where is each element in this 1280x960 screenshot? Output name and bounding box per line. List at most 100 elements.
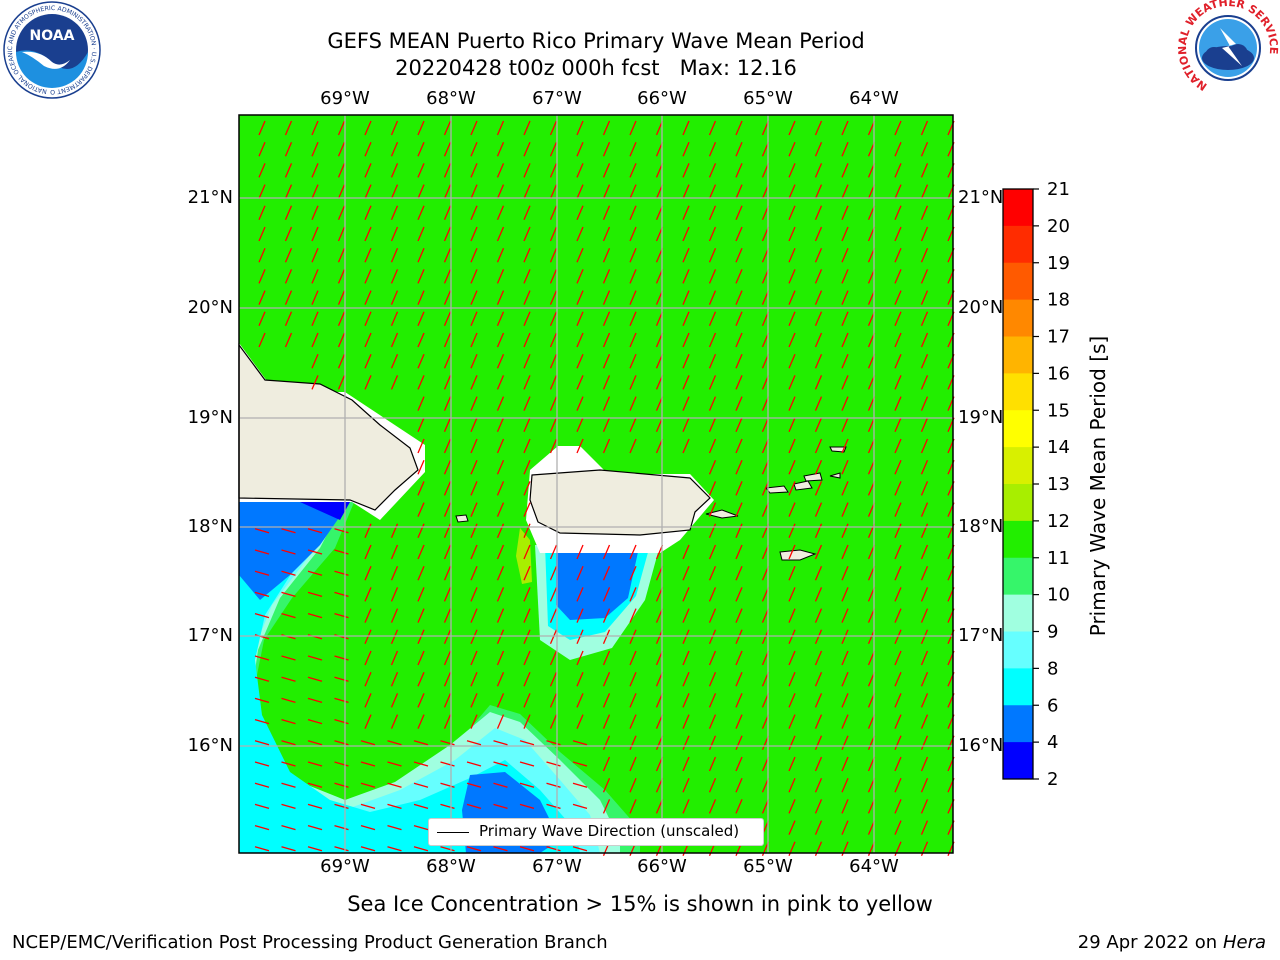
- wave-direction-arrow: [602, 247, 611, 263]
- wave-direction-arrow: [523, 693, 531, 708]
- wave-direction-arrow: [841, 756, 849, 772]
- wave-direction-arrow: [549, 671, 558, 687]
- wave-direction-arrow: [788, 438, 796, 454]
- wave-direction-arrow: [470, 565, 478, 581]
- wave-direction-arrow: [443, 523, 452, 539]
- wave-direction-arrow: [466, 761, 482, 767]
- wave-direction-arrow: [708, 332, 717, 348]
- wave-direction-arrow: [920, 693, 929, 708]
- wave-direction-arrow: [417, 459, 425, 475]
- colorbar-tick-label: 13: [1047, 474, 1070, 495]
- wave-direction-arrow: [894, 629, 902, 645]
- wave-direction-arrow: [307, 612, 323, 619]
- wave-direction-arrow: [708, 396, 717, 411]
- chart-subtitle: 20220428 t00z 000h fcst Max: 12.16: [395, 56, 797, 80]
- wave-direction-arrow: [470, 375, 478, 390]
- wave-direction-arrow: [443, 353, 452, 369]
- wave-direction-arrow: [708, 650, 717, 666]
- colorbar-tick-label: 11: [1047, 548, 1070, 569]
- wave-direction-arrow: [470, 523, 478, 539]
- wave-direction-arrow: [311, 184, 319, 199]
- colorbar-swatch: [1003, 594, 1033, 632]
- wave-direction-arrow: [337, 247, 346, 263]
- wave-direction-arrow: [814, 120, 823, 136]
- wave-direction-arrow: [602, 693, 611, 708]
- wave-direction-arrow: [364, 353, 372, 369]
- wave-direction-arrow: [496, 544, 505, 560]
- wave-direction-arrow: [337, 290, 346, 305]
- wave-direction-arrow: [334, 570, 349, 576]
- wave-direction-arrow: [443, 417, 452, 433]
- wave-direction-arrow: [281, 824, 296, 831]
- wave-direction-arrow: [360, 803, 376, 810]
- wave-direction-arrow: [523, 438, 531, 454]
- wave-direction-arrow: [682, 756, 690, 772]
- wave-direction-arrow: [920, 799, 929, 814]
- wave-direction-arrow: [470, 544, 478, 560]
- wave-direction-arrow: [894, 332, 902, 348]
- wave-direction-arrow: [470, 396, 478, 411]
- wave-direction-arrow: [496, 247, 505, 263]
- wave-direction-arrow: [466, 740, 482, 746]
- wave-direction-arrow: [390, 269, 399, 284]
- wave-direction-arrow: [523, 481, 531, 496]
- colorbar-swatch: [1003, 373, 1033, 411]
- wave-direction-arrow: [814, 587, 823, 602]
- wave-direction-arrow: [413, 846, 429, 852]
- wave-direction-arrow: [894, 247, 902, 263]
- wave-direction-arrow: [334, 846, 349, 852]
- wave-direction-arrow: [258, 120, 266, 136]
- wave-direction-arrow: [788, 226, 796, 242]
- wave-direction-arrow: [841, 375, 849, 390]
- wave-direction-arrow: [602, 141, 611, 157]
- wave-direction-arrow: [417, 714, 425, 729]
- colorbar-tick-label: 21: [1047, 180, 1070, 200]
- wave-direction-arrow: [788, 544, 796, 560]
- wave-direction-arrow: [254, 761, 270, 767]
- wave-direction-arrow: [523, 375, 531, 390]
- wave-direction-arrow: [337, 332, 346, 348]
- wave-direction-arrow: [334, 676, 349, 682]
- wave-direction-arrow: [841, 481, 849, 496]
- wave-direction-arrow: [417, 587, 425, 602]
- wave-direction-arrow: [920, 481, 929, 496]
- wave-direction-arrow: [493, 782, 508, 788]
- wave-direction-arrow: [334, 591, 349, 598]
- wave-direction-arrow: [814, 714, 823, 729]
- wave-direction-arrow: [629, 608, 637, 623]
- wave-direction-arrow: [735, 565, 743, 581]
- wave-direction-arrow: [337, 205, 346, 221]
- wave-direction-arrow: [576, 332, 584, 348]
- wave-direction-arrow: [788, 120, 796, 136]
- wave-direction-arrow: [602, 353, 611, 369]
- wave-direction-arrow: [417, 141, 425, 157]
- wave-direction-arrow: [920, 671, 929, 687]
- wave-direction-arrow: [440, 761, 455, 767]
- wave-direction-arrow: [523, 311, 531, 327]
- wave-direction-arrow: [814, 820, 823, 835]
- wave-direction-arrow: [576, 608, 584, 623]
- wave-direction-arrow: [284, 311, 293, 327]
- wave-direction-arrow: [390, 205, 399, 221]
- wave-direction-arrow: [360, 824, 376, 831]
- wave-direction-arrow: [307, 676, 323, 682]
- wave-direction-arrow: [443, 120, 452, 136]
- wave-direction-arrow: [443, 332, 452, 348]
- wave-direction-arrow: [708, 438, 717, 454]
- wave-direction-arrow: [735, 693, 743, 708]
- wave-direction-arrow: [284, 269, 293, 284]
- wave-direction-arrow: [496, 587, 505, 602]
- wave-direction-arrow: [894, 671, 902, 687]
- wave-direction-arrow: [496, 693, 505, 708]
- wave-direction-arrow: [496, 141, 505, 157]
- wave-direction-arrow: [390, 629, 399, 645]
- wave-direction-arrow: [364, 163, 372, 178]
- wave-direction-arrow: [254, 612, 270, 619]
- colorbar-swatch: [1003, 484, 1033, 522]
- wave-direction-arrow: [254, 824, 270, 831]
- wave-direction-arrow: [546, 846, 561, 852]
- wave-direction-arrow: [549, 544, 558, 560]
- wave-direction-arrow: [841, 311, 849, 327]
- chart-title: GEFS MEAN Puerto Rico Primary Wave Mean …: [327, 29, 865, 53]
- wave-direction-arrow: [788, 332, 796, 348]
